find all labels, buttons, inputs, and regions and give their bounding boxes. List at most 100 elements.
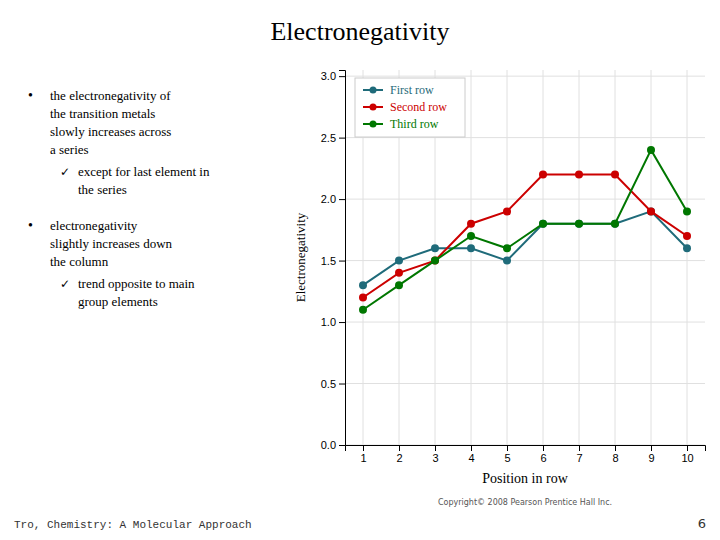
sub-bullet-line: trend opposite to main (78, 276, 195, 291)
series-point (359, 293, 367, 301)
x-tick: 2 (396, 445, 402, 464)
y-tick: 3.0 (321, 70, 345, 82)
series-point (575, 171, 583, 179)
y-tick-mark (339, 322, 345, 323)
x-tick-mark (651, 445, 652, 451)
y-axis-line (339, 71, 346, 446)
x-axis-line (346, 446, 706, 452)
bullet-mark: • (28, 88, 33, 103)
check-mark: ✓ (60, 277, 70, 291)
y-tick-mark (339, 76, 345, 77)
bullet-line: a series (50, 142, 89, 157)
bullet-line: electronegativity (50, 218, 138, 233)
page-number: 6 (698, 516, 706, 531)
series-point (503, 244, 511, 252)
y-tick-label: 2.5 (321, 132, 336, 144)
series-point (575, 220, 583, 228)
series-point (467, 232, 475, 240)
y-grid-line (345, 322, 705, 323)
x-axis: 1 2 3 4 5 6 7 8 9 10 (346, 445, 706, 464)
series-point (611, 171, 619, 179)
x-grid-line (615, 70, 616, 445)
x-tick: 1 (360, 445, 366, 464)
y-tick-mark (339, 261, 345, 262)
grid (345, 70, 705, 445)
bullet-line: the electronegativity of (50, 88, 171, 103)
x-tick: 6 (540, 445, 546, 464)
x-tick-label: 8 (612, 452, 618, 464)
chart-title: Electronegativity (270, 17, 449, 46)
x-tick: 9 (648, 445, 654, 464)
series-point (539, 220, 547, 228)
series-point (683, 232, 691, 240)
x-tick-label: 4 (468, 452, 474, 464)
legend-label: Second row (390, 100, 447, 114)
y-tick: 2.0 (321, 193, 345, 205)
series-line (363, 211, 687, 285)
bullet-line: the transition metals (50, 106, 155, 121)
bullet-line: slightly increases down (50, 236, 173, 251)
legend-entry: Second row (363, 100, 447, 114)
series-point (467, 220, 475, 228)
x-tick-mark (435, 445, 436, 451)
series-point (539, 220, 547, 228)
x-tick: 3 (432, 445, 438, 464)
x-grid-line (471, 70, 472, 445)
legend-entry: Third row (363, 117, 439, 131)
x-tick-label: 3 (432, 452, 438, 464)
check-mark: ✓ (60, 165, 70, 179)
y-tick-label: 0.5 (321, 378, 336, 390)
chart-root: Electronegativity • the electronegativity … (0, 0, 720, 540)
x-tick-mark (363, 445, 364, 451)
y-tick-mark (339, 199, 345, 200)
x-tick-mark (687, 445, 688, 451)
legend-entry: First row (363, 83, 434, 97)
y-tick-label: 0.0 (321, 439, 336, 451)
series-point (503, 207, 511, 215)
series-point (539, 171, 547, 179)
legend-label: Third row (390, 117, 439, 131)
series-point (431, 257, 439, 265)
y-tick: 2.5 (321, 132, 345, 144)
x-grid-line (687, 70, 688, 445)
series-point (395, 281, 403, 289)
y-tick-mark (339, 138, 345, 139)
y-tick-label: 3.0 (321, 70, 336, 82)
x-axis-title: Position in row (482, 471, 568, 486)
x-tick: 7 (576, 445, 582, 464)
series-point (647, 146, 655, 154)
y-tick: 0.5 (321, 378, 345, 390)
legend-swatch-marker (370, 121, 377, 128)
sub-bullet-line: except for last element in (78, 164, 210, 179)
x-tick-mark (507, 445, 508, 451)
bullet-text: • the electronegativity of the transition … (28, 88, 210, 309)
x-tick-label: 6 (540, 452, 546, 464)
y-tick: 1.0 (321, 316, 345, 328)
footnote: Tro, Chemistry: A Molecular Approach (14, 519, 252, 531)
sub-bullet-line: the series (78, 182, 127, 197)
x-grid-line (651, 70, 652, 445)
x-tick-mark (615, 445, 616, 451)
bullet-mark: • (28, 218, 33, 233)
x-tick: 5 (504, 445, 510, 464)
series-point (395, 257, 403, 265)
series-point (395, 269, 403, 277)
x-grid-line (543, 70, 544, 445)
bullet-line: the column (50, 254, 109, 269)
series-line (363, 150, 687, 310)
x-tick-mark (579, 445, 580, 451)
series-point (647, 207, 655, 215)
series-point (575, 220, 583, 228)
series-point (611, 220, 619, 228)
series-point (431, 257, 439, 265)
x-tick: 8 (612, 445, 618, 464)
series-point (503, 257, 511, 265)
legend-box (355, 78, 465, 137)
x-tick: 10 (681, 445, 693, 464)
y-axis-title: Electronegativity (293, 212, 308, 302)
x-tick-mark (399, 445, 400, 451)
legend-swatch-marker (370, 104, 377, 111)
x-grid-line (579, 70, 580, 445)
plot-marks (359, 146, 691, 314)
sub-bullet-line: group elements (78, 294, 158, 309)
